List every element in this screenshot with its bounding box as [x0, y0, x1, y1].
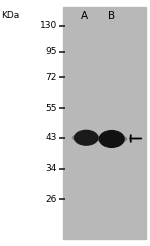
Ellipse shape	[104, 133, 119, 141]
Ellipse shape	[75, 130, 98, 145]
Text: 130: 130	[40, 21, 57, 30]
Ellipse shape	[79, 132, 93, 139]
Ellipse shape	[103, 137, 120, 145]
Text: 43: 43	[46, 133, 57, 142]
Ellipse shape	[97, 135, 127, 143]
Text: 72: 72	[46, 73, 57, 82]
Text: 34: 34	[46, 164, 57, 173]
Text: KDa: KDa	[2, 11, 20, 20]
Ellipse shape	[72, 134, 100, 141]
Bar	[63, 7, 146, 239]
Text: 55: 55	[45, 104, 57, 113]
Text: 26: 26	[46, 195, 57, 204]
Ellipse shape	[99, 131, 124, 147]
Text: 95: 95	[45, 47, 57, 56]
Text: A: A	[81, 11, 88, 21]
Text: B: B	[108, 11, 115, 21]
Ellipse shape	[78, 136, 94, 143]
